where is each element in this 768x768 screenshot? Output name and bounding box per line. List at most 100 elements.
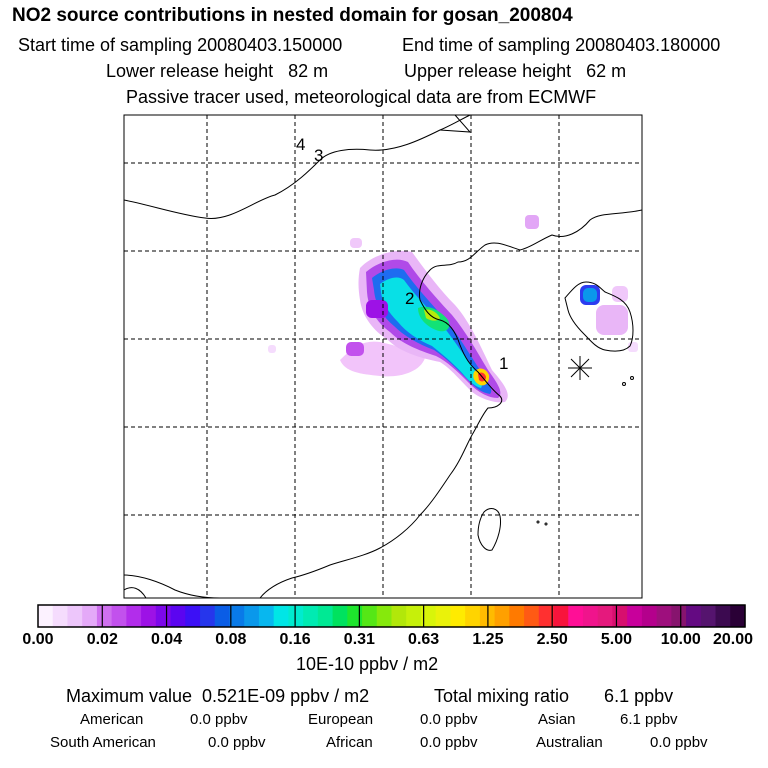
plume-patch — [612, 286, 628, 302]
border-west — [123, 587, 147, 599]
region-value: 0.0 ppbv — [190, 711, 248, 728]
coastlines — [123, 114, 643, 599]
colorbar-cell — [524, 605, 540, 627]
colorbar-cell — [465, 605, 481, 627]
colorbar-cell — [582, 605, 599, 627]
upper-release-height: Upper release height 62 m — [404, 61, 627, 81]
colorbar-cell — [715, 605, 731, 627]
colorbar-cell — [568, 605, 584, 627]
colorbar-cell — [538, 605, 555, 627]
colorbar-cell — [553, 605, 569, 627]
colorbar-cell — [214, 605, 231, 627]
colorbar-cell — [170, 605, 186, 627]
region-value: 0.0 ppbv — [420, 711, 478, 728]
region-name: South American — [50, 734, 156, 751]
colorbar-cell — [200, 605, 216, 627]
colorbar-cell — [111, 605, 127, 627]
colorbar-cell — [509, 605, 525, 627]
colorbar-cell — [258, 605, 275, 627]
colorbar-tick-label: 0.31 — [343, 631, 375, 648]
region-value: 0.0 ppbv — [208, 734, 266, 751]
region-name: Australian — [536, 734, 603, 751]
colorbar-cell — [96, 605, 113, 627]
colorbar-tick-label: 0.04 — [150, 631, 183, 648]
colorbar-cell — [435, 605, 452, 627]
graticule — [124, 115, 642, 598]
plot-title: NO2 source contributions in nested domai… — [12, 5, 573, 26]
island — [622, 382, 626, 386]
border-south — [123, 574, 221, 599]
maximum-value: Maximum value 0.521E-09 ppbv / m2 — [66, 686, 370, 706]
tracer-note: Passive tracer used, meteorological data… — [126, 87, 597, 107]
coastline-korea — [564, 281, 634, 352]
island — [544, 522, 548, 526]
colorbar-frame — [37, 604, 746, 628]
colorbar-tick-label: 0.16 — [279, 631, 311, 648]
lower-release-height: Lower release height 82 m — [106, 61, 329, 81]
colorbar-cell — [656, 605, 672, 627]
colorbar-tick-label: 5.00 — [600, 631, 633, 648]
marker-label: 2 — [405, 289, 414, 308]
island — [536, 520, 540, 524]
total-mixing-ratio: Total mixing ratio 6.1 ppbv — [434, 686, 674, 706]
colorbar-cell — [627, 605, 643, 627]
colorbar-cell — [376, 605, 393, 627]
island — [630, 376, 634, 380]
colorbar — [37, 604, 746, 628]
plume-patch — [596, 305, 628, 335]
colorbar-tick-label: 0.63 — [408, 631, 440, 648]
receptor-asterisk-icon — [568, 356, 592, 380]
coastline-east-asia — [259, 209, 643, 599]
colorbar-cell — [229, 605, 245, 627]
colorbar-cell — [126, 605, 142, 627]
plume-patch — [268, 345, 276, 353]
plume-patch — [346, 342, 364, 356]
colorbar-tick-label: 10.00 — [660, 631, 701, 648]
plume-patch — [525, 215, 539, 229]
colorbar-cell — [332, 605, 348, 627]
marker-label: 1 — [499, 354, 508, 373]
coastline-taiwan — [477, 508, 501, 551]
sampling-start-time: Start time of sampling 20080403.150000 — [18, 35, 343, 55]
colorbar-cell — [273, 605, 289, 627]
region-value: 0.0 ppbv — [650, 734, 708, 751]
colorbar-cell — [420, 605, 437, 627]
plume-patch — [583, 288, 597, 302]
plume-patch — [350, 238, 362, 248]
coastline-interior — [439, 114, 472, 133]
colorbar-cell — [391, 605, 407, 627]
colorbar-cell — [38, 605, 54, 627]
colorbar-cell — [362, 605, 378, 627]
region-value: 6.1 ppbv — [620, 711, 678, 728]
colorbar-cell — [494, 605, 510, 627]
colorbar-cell — [288, 605, 304, 627]
colorbar-cell — [141, 605, 157, 627]
sampling-end-time: End time of sampling 20080403.180000 — [402, 35, 721, 55]
region-name: African — [326, 734, 373, 751]
colorbar-cell — [730, 605, 746, 627]
plume-layer-cyan — [380, 277, 482, 388]
region-value: 0.0 ppbv — [420, 734, 478, 751]
colorbar-cell — [597, 605, 614, 627]
colorbar-cell — [686, 605, 702, 627]
colorbar-cell — [671, 605, 687, 627]
colorbar-cell — [612, 605, 628, 627]
colorbar-cell — [82, 605, 98, 627]
colorbar-cell — [450, 605, 466, 627]
colorbar-cell — [185, 605, 201, 627]
colorbar-units: 10E-10 ppbv / m2 — [296, 654, 439, 674]
colorbar-tick-label: 2.50 — [536, 631, 568, 648]
colorbar-tick-label: 1.25 — [472, 631, 504, 648]
map-panel: 1 2 3 4 — [123, 114, 643, 599]
region-name: American — [80, 711, 144, 728]
colorbar-tick-label: 0.00 — [22, 631, 54, 648]
colorbar-cell — [303, 605, 319, 627]
colorbar-cell — [406, 605, 422, 627]
colorbar-cell — [52, 605, 69, 627]
coastline-north — [123, 114, 471, 219]
colorbar-tick-label: 0.08 — [215, 631, 247, 648]
colorbar-cell — [700, 605, 717, 627]
colorbar-tick-label: 20.00 — [712, 631, 754, 648]
region-name: European — [308, 711, 374, 728]
colorbar-cell — [155, 605, 172, 627]
